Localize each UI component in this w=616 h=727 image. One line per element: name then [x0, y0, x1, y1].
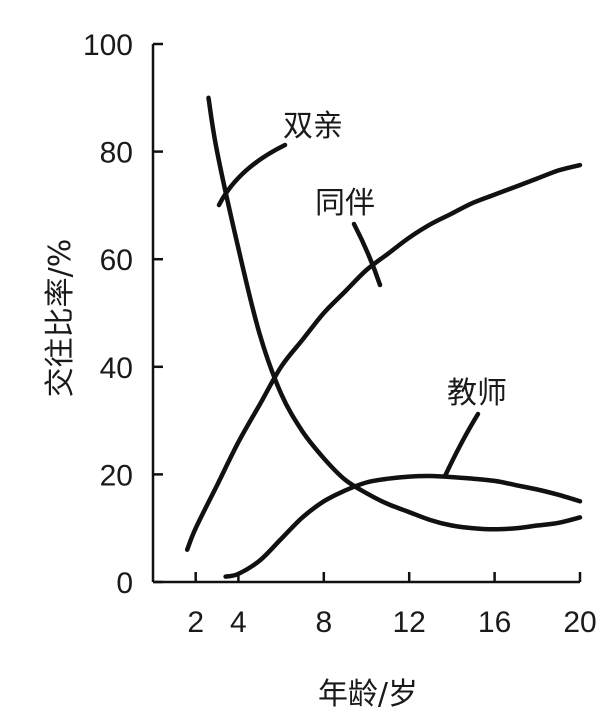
curves: [184, 95, 583, 579]
series-label-parents: 双亲: [283, 109, 343, 144]
y-tick-label: 20: [100, 459, 133, 492]
series-line-parents: [206, 95, 583, 532]
x-ticks: 2 4 8 12 16 20: [187, 572, 597, 639]
x-tick-label: 16: [478, 606, 511, 639]
y-tick-label: 40: [100, 352, 133, 385]
leader-line-peers: [351, 221, 383, 288]
x-tick-label: 12: [393, 606, 426, 639]
x-tick-label: 8: [315, 606, 332, 639]
leader-line-parents: [216, 142, 288, 208]
leader-line-teachers: [442, 411, 481, 479]
y-axis-title: 交往比率/%: [43, 239, 78, 398]
series-line-teachers: [223, 473, 583, 579]
x-axis-title: 年龄/岁: [318, 677, 418, 712]
series-label-teachers: 教师: [447, 376, 507, 411]
y-ticks: 0 20 40 60 80 100: [83, 29, 163, 600]
series-line-peers: [184, 162, 583, 552]
y-tick-label: 0: [116, 567, 133, 600]
x-tick-label: 4: [230, 606, 247, 639]
axes: [151, 44, 580, 584]
y-tick-label: 100: [83, 29, 133, 62]
x-tick-label: 20: [563, 606, 596, 639]
y-tick-label: 60: [100, 244, 133, 277]
y-tick-label: 80: [100, 137, 133, 170]
x-tick-label: 2: [187, 606, 204, 639]
series-label-peers: 同伴: [315, 186, 375, 221]
